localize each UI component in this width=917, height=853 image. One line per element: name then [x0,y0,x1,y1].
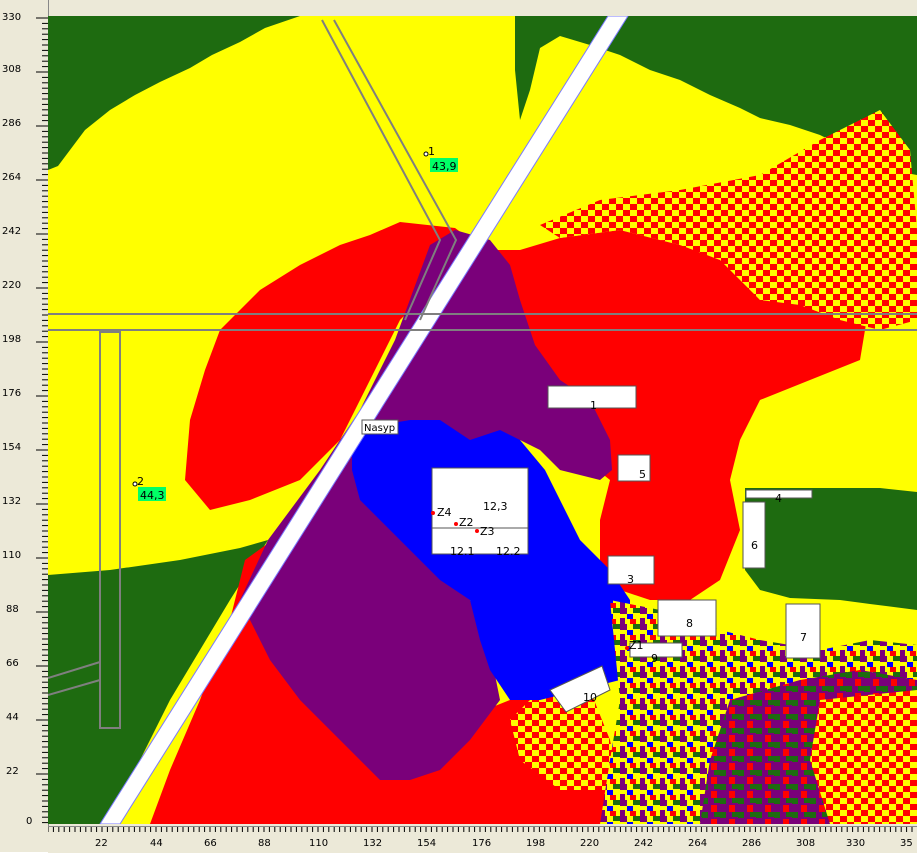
x-tick-label: 44 [150,838,163,849]
source-markers [431,511,629,650]
zone-green-top-left [48,16,300,170]
source-label-z3: Z3 [480,525,495,538]
y-tick-label: 66 [6,658,19,669]
boundary-lines [48,19,917,729]
x-tick-label: 220 [580,838,600,849]
measurement-value-1: 43,9 [432,160,457,173]
block-label-12-1: 12.1 [450,545,475,558]
x-tick-label: 66 [204,838,217,849]
y-tick-label: 242 [2,226,22,237]
zone-red-speckle-top [540,110,917,330]
source-z3[interactable] [475,529,479,533]
x-tick-label: 286 [742,838,762,849]
y-tick-label: 330 [2,12,22,23]
building-9[interactable] [629,642,683,658]
x-tick-label: 198 [526,838,546,849]
noise-map[interactable]: 1 5 4 6 3 8 7 9 10 12,3 12.1 12.2 Z1 Z2 … [48,16,917,824]
source-z2[interactable] [454,522,458,526]
y-tick-label: 286 [2,118,22,129]
x-tick-label: 22 [95,838,108,849]
buildings [431,385,821,713]
building-label-5: 5 [639,468,646,481]
block-label-12-2: 12.2 [496,545,521,558]
measurement-markers [132,151,429,487]
x-axis [48,826,917,853]
y-tick-label: 220 [2,280,22,291]
x-tick-label: 176 [472,838,492,849]
y-tick-label: 264 [2,172,22,183]
zone-green-top-right [515,16,917,175]
x-tick-label: 88 [258,838,271,849]
y-tick-label: 44 [6,712,19,723]
zone-blue [352,420,630,700]
x-tick-label: 154 [417,838,437,849]
building-7[interactable] [785,603,821,659]
building-6[interactable] [742,501,766,569]
building-label-10: 10 [583,691,597,704]
y-tick-label: 110 [2,550,22,561]
x-tick-label: 308 [796,838,816,849]
zone-red-speckle-right [810,690,917,824]
source-z1[interactable] [625,646,629,650]
building-12[interactable] [431,467,529,555]
y-tick-label: 308 [2,64,22,75]
value-box-1 [430,158,458,172]
y-axis-ticks [36,17,48,824]
x-tick-label: 132 [363,838,383,849]
y-tick-label: 198 [2,334,22,345]
y-tick-label: 88 [6,604,19,615]
noise-map-svg: 1 5 4 6 3 8 7 9 10 12,3 12.1 12.2 Z1 Z2 … [48,16,917,824]
building-label-3: 3 [627,573,634,586]
y-tick-label: 0 [26,816,33,827]
measurement-label-2: 2 [137,475,144,488]
building-label-8: 8 [686,617,693,630]
building-label-1: 1 [590,399,597,412]
value-box-2 [138,487,166,501]
building-8[interactable] [657,599,717,637]
x-tick-label: 264 [688,838,708,849]
building-4[interactable] [745,489,813,499]
source-label-z1: Z1 [629,639,644,652]
y-tick-label: 132 [2,496,22,507]
measurement-label-1: 1 [428,145,435,158]
x-tick-label: 242 [634,838,654,849]
measurement-point-2[interactable] [132,481,138,487]
x-tick-label: 35 [900,838,913,849]
measurement-point-1[interactable] [423,151,429,157]
block-label-12-3: 12,3 [483,500,508,513]
building-5[interactable] [617,454,651,482]
building-label-4: 4 [775,492,782,505]
embankment-label-bg [361,419,399,435]
source-z4[interactable] [431,511,435,515]
building-10[interactable] [549,665,611,713]
building-3[interactable] [607,555,655,585]
source-label-z2: Z2 [459,516,474,529]
x-axis-ticks [48,827,913,832]
measurement-value-2: 44,3 [140,489,165,502]
zone-green-left-bottom [48,540,268,824]
x-tick-label: 330 [846,838,866,849]
zone-red-speckle-left [510,690,620,790]
building-label-6: 6 [751,539,758,552]
source-label-z4: Z4 [437,506,452,519]
y-tick-label: 176 [2,388,22,399]
embankment-label: Nasyp [364,423,395,434]
building-label-7: 7 [800,631,807,644]
zone-green-right [745,488,917,610]
y-tick-label: 154 [2,442,22,453]
building-1[interactable] [547,385,637,409]
x-tick-label: 110 [309,838,329,849]
y-tick-label: 22 [6,766,19,777]
building-label-9: 9 [651,652,658,665]
